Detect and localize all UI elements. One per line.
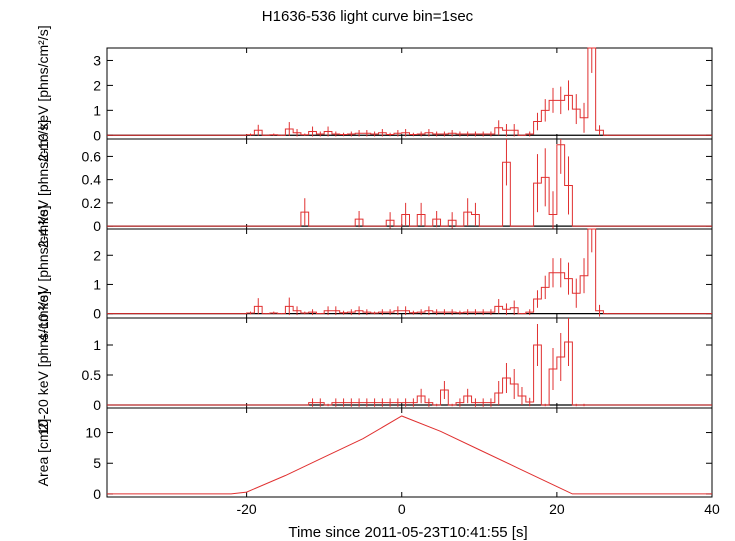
light-curve-step	[107, 47, 712, 136]
panel-frame	[106, 407, 713, 498]
y-tick-label: 5	[93, 455, 101, 471]
panel-5: 0 5 10 Area [cm2] -20 0 20 40	[35, 407, 720, 517]
x-tick-label: -20	[236, 501, 256, 517]
panel-frame	[106, 47, 713, 140]
y-tick-label: 1	[93, 337, 101, 353]
panel-frame	[106, 317, 713, 409]
panel-4: 0 0.5 1 10-20 keV [phns/cm²/s]	[35, 291, 713, 435]
x-axis-label: Time since 2011-05-23T10:41:55 [s]	[288, 524, 527, 541]
area-curve	[107, 415, 712, 495]
y-tick-label: 2	[93, 77, 101, 93]
y-axis-label: 10-20 keV [phns/cm²/s]	[35, 291, 51, 435]
chart-title: H1636-536 light curve bin=1sec	[261, 8, 474, 25]
y-tick-label: 0	[93, 218, 101, 234]
y-tick-label: 0	[93, 127, 101, 143]
y-tick-label: 0.5	[82, 367, 102, 383]
y-tick-label: 0.6	[82, 148, 102, 164]
y-axis-label: 2-4 keV [phns/cm²/s]	[35, 120, 51, 248]
y-tick-label: 2	[93, 247, 101, 263]
y-tick-label: 1	[93, 102, 101, 118]
y-axis-label: 4-10 keV [phns/cm²/s]	[35, 205, 51, 341]
panel-frame	[106, 228, 713, 319]
y-tick-label: 0	[93, 306, 101, 322]
panel-1: 0 1 2 3 2-10 keV [phns/cm²/s]	[35, 25, 713, 162]
light-curve-step	[107, 341, 712, 406]
y-axis-label: 2-10 keV [phns/cm²/s]	[35, 25, 51, 161]
y-tick-label: 3	[93, 52, 101, 68]
y-tick-label: 0	[93, 397, 101, 413]
panel-3: 0 1 2 4-10 keV [phns/cm²/s]	[35, 205, 713, 342]
panel-2: 0 0.2 0.4 0.6 2-4 keV [phns/cm²/s]	[35, 120, 713, 248]
light-curve-step	[107, 144, 712, 227]
y-tick-label: 0.4	[82, 172, 102, 188]
y-tick-label: 10	[85, 425, 101, 441]
x-tick-label: 0	[398, 501, 406, 517]
y-tick-label: 0.2	[82, 195, 102, 211]
x-tick-label: 40	[704, 501, 720, 517]
y-axis-label: Area [cm2]	[35, 419, 51, 487]
y-tick-label: 1	[93, 276, 101, 292]
y-tick-label: 0	[93, 486, 101, 502]
x-tick-label: 20	[549, 501, 565, 517]
panels-group: 0 1 2 3 2-10 keV [phns/cm²/s] 0 0.2 0.4 0.6 2-4 k…	[35, 25, 720, 517]
light-curve-step	[107, 228, 712, 315]
